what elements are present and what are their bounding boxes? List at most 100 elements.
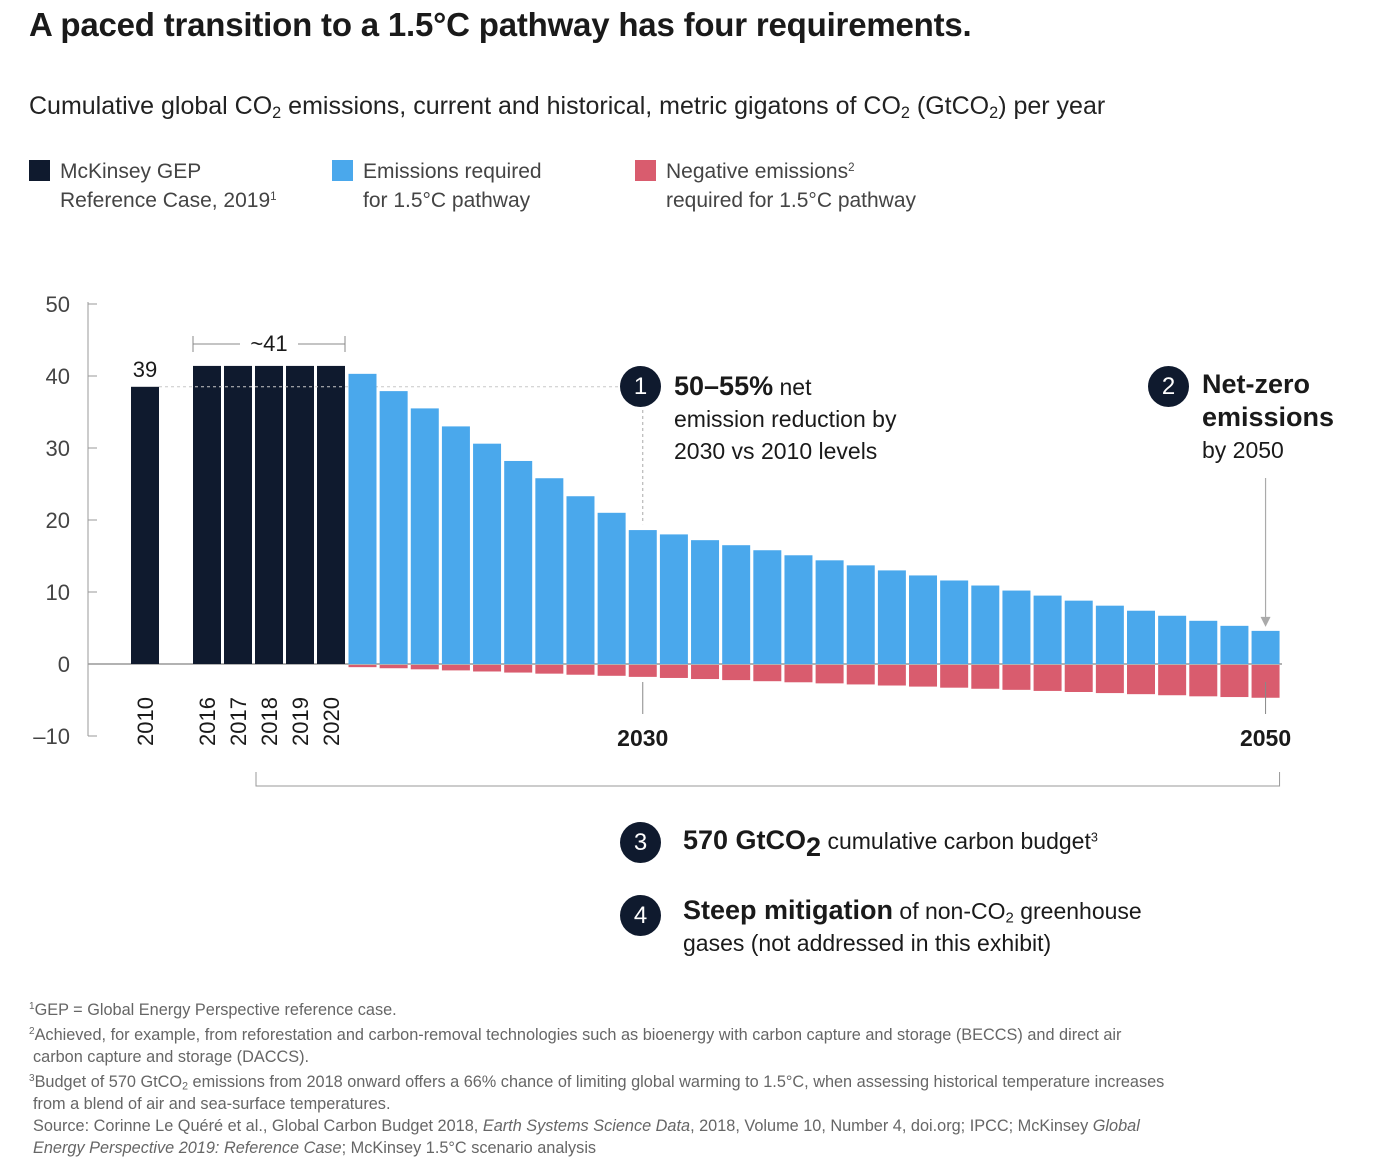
bar-required-2050 [1251,630,1280,664]
bar-negative-2030 [628,665,657,677]
bar-negative-2035 [784,665,813,683]
chart-subtitle: Cumulative global CO2 emissions, current… [29,92,1106,123]
bar-required-2025 [473,443,502,664]
chart-title: A paced transition to a 1.5°C pathway ha… [29,6,972,43]
legend-swatch-required [332,160,353,181]
bar-negative-2031 [659,665,688,678]
footnote-2: 2Achieved, for example, from reforestati… [29,1026,1122,1066]
bar-required-2047 [1158,615,1187,664]
bar-negative-2041 [971,665,1000,689]
bar-reference-2010 [131,386,159,664]
bar-required-2026 [504,460,533,664]
bar-negative-2045 [1095,665,1124,694]
bar-required-2031 [659,534,688,664]
y-tick-label: 50 [46,292,70,317]
y-tick-label: 40 [46,364,70,389]
bar-label-2010: 39 [133,357,157,382]
x-label-2030: 2030 [617,725,668,751]
bar-negative-2049 [1220,665,1249,698]
y-tick-label: 20 [46,508,70,533]
bar-negative-2026 [504,665,533,673]
bar-required-2040 [940,580,969,664]
bar-required-2027 [535,478,564,664]
x-label-2010: 2010 [133,697,158,746]
callout-number-4: 4 [620,895,661,936]
bar-reference-2020 [317,365,345,664]
bar-required-2029 [597,512,626,664]
bar-negative-2034 [753,665,782,682]
bar-required-2022 [379,391,408,664]
legend-item-required: Emissions required for 1.5°C pathway [332,157,542,215]
callout-2-arrowhead [1260,616,1271,627]
bar-required-2035 [784,555,813,664]
legend-item-reference: McKinsey GEP Reference Case, 20191 [29,157,277,215]
legend-swatch-reference [29,160,50,181]
x-label-2019: 2019 [288,697,313,746]
bar-required-2045 [1095,605,1124,664]
callout-4: 4 Steep mitigation of non-CO2 greenhouse… [620,895,1142,959]
legend-swatch-negative [635,160,656,181]
bar-reference-2018 [255,365,283,664]
callout-number-3: 3 [620,822,661,863]
bar-reference-2017 [224,365,252,664]
bar-negative-2029 [597,665,626,676]
bar-required-2038 [877,570,906,664]
bar-required-2033 [722,545,751,664]
carbon-budget-bracket [255,772,1281,787]
bar-negative-2042 [1002,665,1031,690]
bar-negative-2037 [846,665,875,685]
x-label-2050: 2050 [1240,725,1291,751]
x-label-2017: 2017 [226,697,251,746]
bar-required-2030 [628,530,657,664]
callout-3: 3 570 GtCO2 cumulative carbon budget3 [620,822,1098,863]
range-label-bg [240,331,298,357]
callout-2: 2 Net-zero emissions by 2050 [1148,366,1334,466]
bar-required-2034 [753,550,782,664]
bar-reference-2016 [193,365,221,664]
bar-required-2028 [566,496,595,664]
bar-negative-2021 [348,665,377,668]
bar-negative-2044 [1064,665,1093,692]
bar-negative-2047 [1158,665,1187,696]
source-note: Source: Corinne Le Quéré et al., Global … [33,1117,1140,1157]
bar-required-2042 [1002,590,1031,664]
y-tick-label: 0 [58,652,70,677]
range-label: ~41 [250,331,287,356]
bar-required-2039 [909,575,938,664]
bar-negative-2039 [909,665,938,687]
callout-1: 1 50–55% net emission reduction by 2030 … [620,366,896,467]
bar-negative-2038 [877,665,906,686]
footnote-1: 1GEP = Global Energy Perspective referen… [29,1001,397,1019]
bar-negative-2022 [379,665,408,669]
footnotes: 1GEP = Global Energy Perspective referen… [29,996,1369,1159]
x-label-2018: 2018 [257,697,282,746]
bar-required-2041 [971,585,1000,664]
y-tick-label: 10 [46,580,70,605]
callout-number-2: 2 [1148,366,1189,407]
bar-required-2024 [441,426,470,664]
bar-required-2043 [1033,595,1062,664]
bar-negative-2033 [722,665,751,681]
bar-negative-2028 [566,665,595,675]
y-tick-label: 30 [46,436,70,461]
callout-number-1: 1 [620,366,661,407]
bar-required-2049 [1220,625,1249,664]
bar-negative-2032 [691,665,720,680]
bar-required-2046 [1127,610,1155,664]
bar-negative-2043 [1033,665,1062,691]
legend-item-negative: Negative emissions2 required for 1.5°C pa… [635,157,916,215]
bar-required-2023 [410,408,439,664]
footnote-3: 3Budget of 570 GtCO2 emissions from 2018… [29,1073,1165,1113]
bar-negative-2027 [535,665,564,674]
bar-required-2021 [348,373,377,664]
x-label-2020: 2020 [319,697,344,746]
bar-negative-2024 [441,665,470,671]
bar-required-2037 [846,565,875,664]
bar-required-2032 [691,540,720,664]
bar-required-2036 [815,560,844,664]
bar-negative-2023 [410,665,439,670]
bar-negative-2036 [815,665,844,684]
y-tick-label: –10 [33,724,70,749]
bar-negative-2046 [1127,665,1155,695]
